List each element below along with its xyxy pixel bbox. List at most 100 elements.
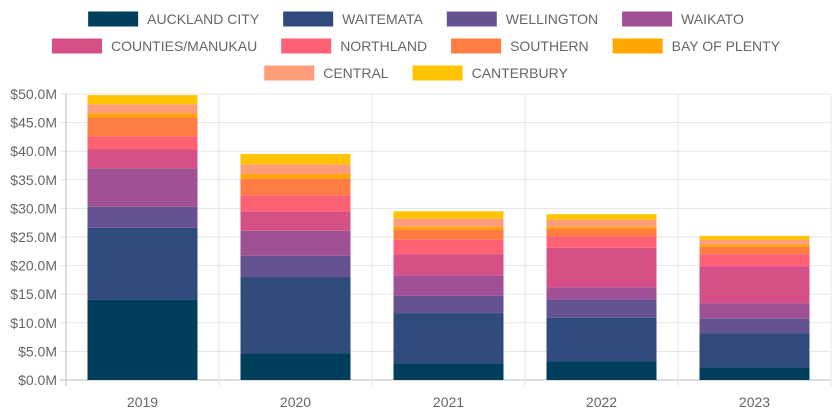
x-tick-label: 2019 (127, 394, 158, 410)
legend-label: NORTHLAND (340, 38, 427, 54)
bar-segment-wellington-2023[interactable] (699, 318, 810, 334)
legend-swatch (412, 65, 463, 81)
legend-swatch (281, 38, 332, 54)
bar-segment-wellington-2019[interactable] (87, 206, 198, 228)
bar-segment-waitemata-2019[interactable] (87, 227, 198, 300)
legend-label: WAITEMATA (342, 11, 423, 27)
bar-segment-northland-2019[interactable] (87, 136, 198, 150)
legend-item-auckland-city[interactable]: AUCKLAND CITY (88, 11, 260, 27)
legend-label: COUNTIES/MANUKAU (111, 38, 257, 54)
bar-segment-counties-manukau-2023[interactable] (699, 266, 810, 304)
bar-stack-2020 (240, 154, 351, 380)
legend-swatch (451, 38, 502, 54)
legend-item-waikato[interactable]: WAIKATO (622, 11, 744, 27)
bar-segment-waikato-2023[interactable] (699, 303, 810, 319)
bar-segment-northland-2023[interactable] (699, 254, 810, 267)
bar-segment-southern-2022[interactable] (546, 228, 657, 237)
bar-stack-2019 (87, 95, 198, 380)
bar-segment-central-2022[interactable] (546, 219, 657, 227)
bar-segment-central-2023[interactable] (699, 239, 810, 245)
bar-segment-southern-2021[interactable] (393, 229, 504, 240)
y-tick-label: $5.0M (18, 343, 57, 359)
bar-segment-canterbury-2022[interactable] (546, 214, 657, 220)
bar-segment-bay-of-plenty-2021[interactable] (393, 226, 504, 230)
legend-swatch (612, 38, 663, 54)
bar-segment-wellington-2022[interactable] (546, 299, 657, 318)
bar-segment-waitemata-2023[interactable] (699, 333, 810, 368)
bar-segment-central-2020[interactable] (240, 164, 351, 175)
bar-segment-bay-of-plenty-2022[interactable] (546, 226, 657, 229)
legend-item-counties-manukau[interactable]: COUNTIES/MANUKAU (51, 38, 257, 54)
legend-item-wellington[interactable]: WELLINGTON (446, 11, 598, 27)
bar-segment-southern-2019[interactable] (87, 117, 198, 137)
y-tick-label: $50.0M (10, 86, 57, 102)
legend-swatch (88, 11, 139, 27)
y-tick-label: $15.0M (10, 286, 57, 302)
legend-label: CENTRAL (323, 65, 389, 81)
legend-swatch (446, 11, 497, 27)
y-tick-label: $45.0M (10, 115, 57, 131)
legend-swatch (622, 11, 673, 27)
legend-label: WELLINGTON (506, 11, 598, 27)
x-tick-label: 2020 (280, 394, 311, 410)
bar-segment-canterbury-2021[interactable] (393, 211, 504, 219)
bar-segment-central-2019[interactable] (87, 104, 198, 114)
x-tick-label: 2023 (739, 394, 770, 410)
bar-segment-waitemata-2020[interactable] (240, 277, 351, 354)
bar-segment-central-2021[interactable] (393, 218, 504, 227)
bar-segment-counties-manukau-2021[interactable] (393, 254, 504, 276)
bar-segment-auckland-city-2022[interactable] (546, 361, 657, 380)
y-tick-label: $25.0M (10, 229, 57, 245)
bar-segment-bay-of-plenty-2020[interactable] (240, 174, 351, 179)
bar-segment-waikato-2021[interactable] (393, 275, 504, 296)
bar-segment-auckland-city-2019[interactable] (87, 299, 198, 380)
legend-label: WAIKATO (681, 11, 744, 27)
bar-segment-canterbury-2023[interactable] (699, 235, 810, 240)
bar-segment-auckland-city-2020[interactable] (240, 353, 351, 380)
bar-stack-2022 (546, 214, 657, 380)
bar-segment-northland-2020[interactable] (240, 195, 351, 212)
legend-item-southern[interactable]: SOUTHERN (451, 38, 589, 54)
y-tick-label: $0.0M (18, 372, 57, 388)
legend-item-canterbury[interactable]: CANTERBURY (412, 65, 569, 81)
y-tick-label: $20.0M (10, 258, 57, 274)
bar-segment-bay-of-plenty-2023[interactable] (699, 244, 810, 247)
legend-item-waitemata[interactable]: WAITEMATA (283, 11, 423, 27)
bar-segment-wellington-2020[interactable] (240, 255, 351, 278)
y-tick-label: $10.0M (10, 315, 57, 331)
legend-item-northland[interactable]: NORTHLAND (281, 38, 427, 54)
bar-segment-waikato-2020[interactable] (240, 230, 351, 256)
y-tick-label: $40.0M (10, 143, 57, 159)
y-axis: $0.0M $5.0M $10.0M $15.0M $20.0M $25.0M $30.0M… (10, 86, 57, 388)
legend-label: CANTERBURY (472, 65, 569, 81)
bar-segment-counties-manukau-2020[interactable] (240, 211, 351, 231)
bar-segment-waitemata-2021[interactable] (393, 313, 504, 364)
legend-label: BAY OF PLENTY (672, 38, 781, 54)
x-axis: 2019 2020 2021 2022 2023 (127, 394, 770, 410)
legend-label: SOUTHERN (510, 38, 589, 54)
legend-swatch (51, 38, 102, 54)
legend-item-central[interactable]: CENTRAL (264, 65, 389, 81)
bar-segment-canterbury-2020[interactable] (240, 154, 351, 165)
bar-segment-auckland-city-2021[interactable] (393, 363, 504, 380)
bar-segment-southern-2023[interactable] (699, 246, 810, 255)
legend-swatch (264, 65, 315, 81)
bar-segment-waitemata-2022[interactable] (546, 317, 657, 362)
bar-segment-southern-2020[interactable] (240, 178, 351, 196)
bar-segment-wellington-2021[interactable] (393, 295, 504, 314)
legend-item-bay-of-plenty[interactable]: BAY OF PLENTY (612, 38, 781, 54)
bar-segment-waikato-2019[interactable] (87, 168, 198, 207)
bars (87, 95, 810, 380)
bar-segment-canterbury-2019[interactable] (87, 95, 198, 105)
bar-segment-bay-of-plenty-2019[interactable] (87, 113, 198, 118)
bar-segment-auckland-city-2023[interactable] (699, 367, 810, 380)
bar-segment-northland-2021[interactable] (393, 239, 504, 255)
y-tick-label: $30.0M (10, 200, 57, 216)
legend-swatch (283, 11, 334, 27)
bar-segment-waikato-2022[interactable] (546, 287, 657, 300)
bar-segment-counties-manukau-2019[interactable] (87, 149, 198, 169)
bar-stack-2023 (699, 235, 810, 380)
bar-segment-counties-manukau-2022[interactable] (546, 247, 657, 288)
bar-segment-northland-2022[interactable] (546, 236, 657, 248)
